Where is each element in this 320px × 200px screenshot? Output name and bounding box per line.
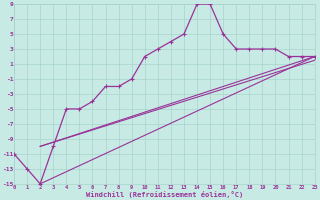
X-axis label: Windchill (Refroidissement éolien,°C): Windchill (Refroidissement éolien,°C) xyxy=(86,191,243,198)
